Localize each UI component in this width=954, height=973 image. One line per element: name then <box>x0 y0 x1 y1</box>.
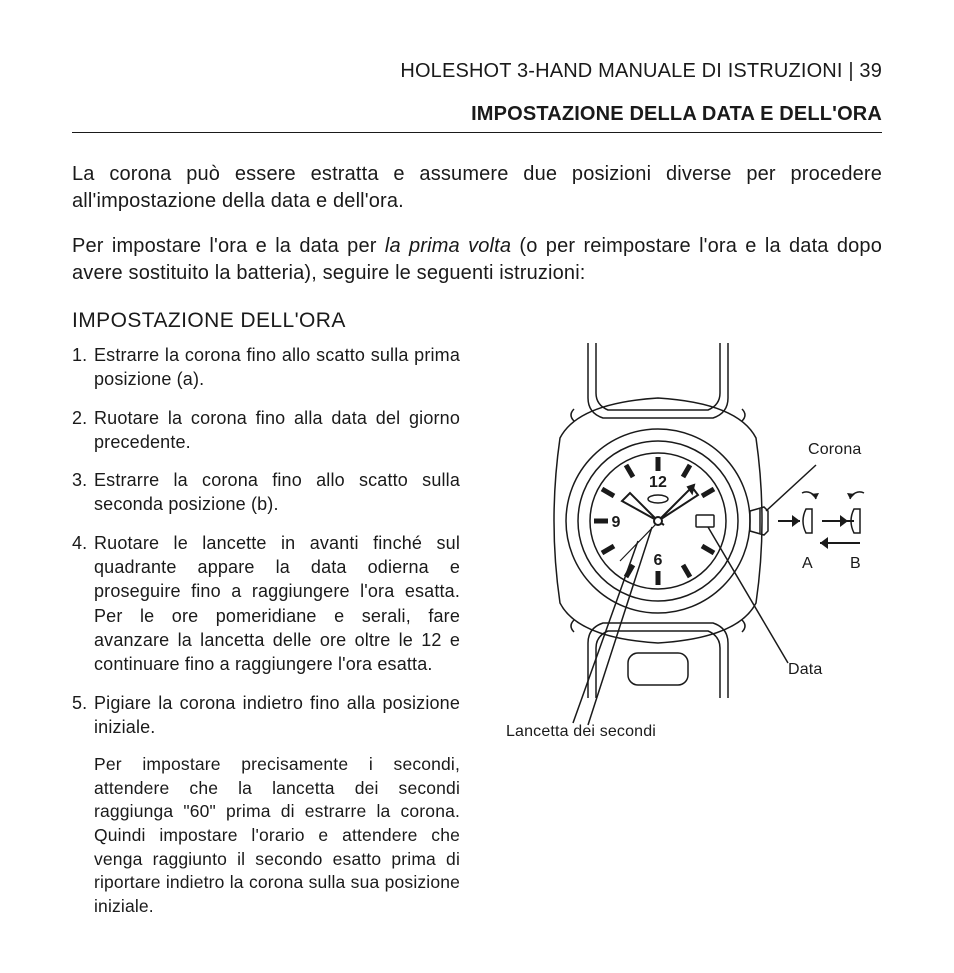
step-item: Ruotare la corona fino alla data del gio… <box>72 406 460 455</box>
subhead-time-setting: IMPOSTAZIONE DELL'ORA <box>72 309 882 333</box>
right-column: 12 9 6 <box>488 343 888 919</box>
watch-svg: 12 9 6 <box>488 343 888 763</box>
intro-p2: Per impostare l'ora e la data per la pri… <box>72 233 882 287</box>
intro-p1: La corona può essere estratta e assumere… <box>72 161 882 215</box>
label-pos-b: B <box>850 555 861 573</box>
watch-figure: 12 9 6 <box>488 343 888 763</box>
intro-p2-a: Per impostare l'ora e la data per <box>72 235 385 257</box>
page-header: HOLESHOT 3-HAND MANUALE DI ISTRUZIONI | … <box>72 60 882 83</box>
svg-text:9: 9 <box>611 514 620 531</box>
label-corona: Corona <box>808 441 861 459</box>
intro-p2-italic: la prima volta <box>385 235 511 257</box>
step-item: Pigiare la corona indietro fino alla pos… <box>72 691 460 740</box>
step-item: Ruotare le lancette in avanti finché sul… <box>72 531 460 677</box>
two-column-layout: Estrarre la corona fino allo scatto sull… <box>72 343 882 919</box>
left-column: Estrarre la corona fino allo scatto sull… <box>72 343 460 919</box>
step-item: Estrarre la corona fino allo scatto sull… <box>72 343 460 392</box>
label-data: Data <box>788 661 822 679</box>
steps-list: Estrarre la corona fino allo scatto sull… <box>72 343 460 739</box>
seconds-note: Per impostare precisamente i secondi, at… <box>72 753 460 918</box>
svg-text:12: 12 <box>649 474 667 491</box>
page-number: 39 <box>859 60 882 82</box>
step-item: Estrarre la corona fino allo scatto sull… <box>72 468 460 517</box>
section-title: IMPOSTAZIONE DELLA DATA E DELL'ORA <box>72 103 882 133</box>
label-pos-a: A <box>802 555 813 573</box>
label-seconds-hand: Lancetta dei secondi <box>506 723 656 741</box>
svg-text:6: 6 <box>653 552 662 569</box>
header-sep: | <box>848 60 859 82</box>
doc-title: HOLESHOT 3-HAND MANUALE DI ISTRUZIONI <box>400 60 842 82</box>
